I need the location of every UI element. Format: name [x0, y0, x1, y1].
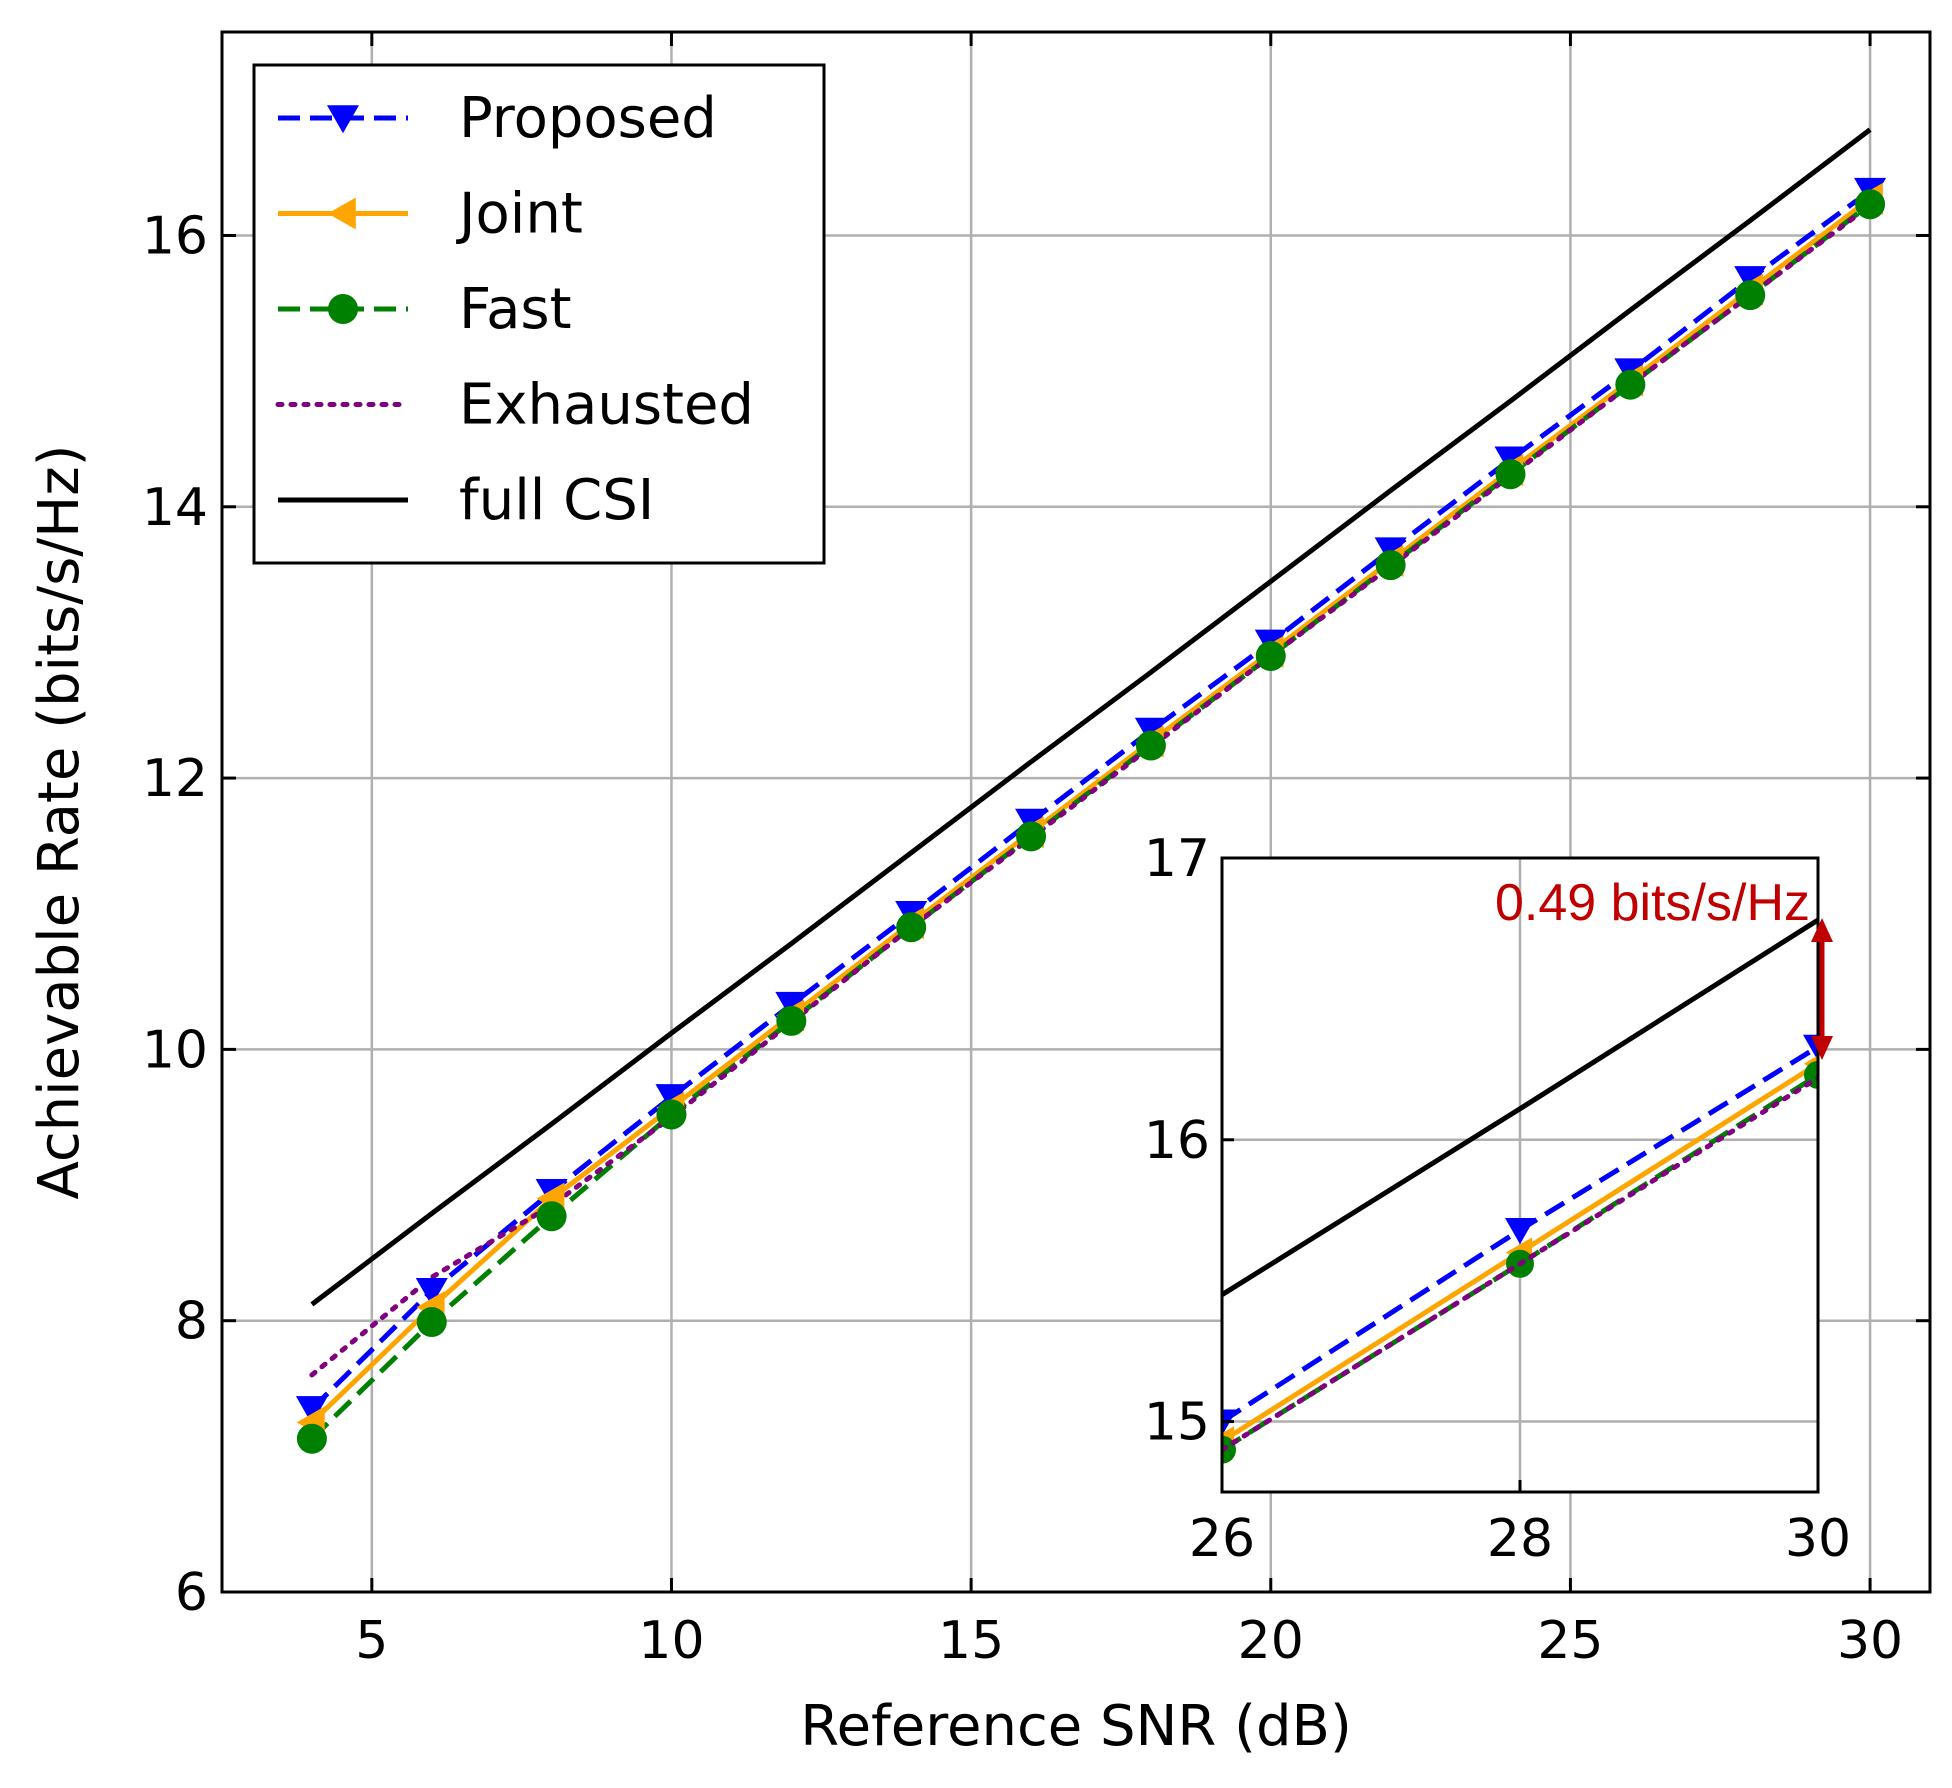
main-series-lines	[309, 127, 1873, 1441]
data-point-proposed	[415, 1278, 448, 1307]
legend-marker-proposed	[327, 105, 359, 134]
gap-arrow-head-up	[1811, 917, 1833, 942]
gap-arrow-head-down	[1811, 1036, 1833, 1061]
inset-y-tick-label: 17	[1144, 829, 1210, 889]
inset-x-tick-label: 26	[1189, 1509, 1255, 1569]
data-point-proposed	[1734, 266, 1767, 295]
inset-y-tick-label: 15	[1144, 1393, 1210, 1453]
x-tick-label: 15	[938, 1611, 1004, 1671]
inset-y-tick-label: 16	[1144, 1111, 1210, 1171]
data-point-fast	[1735, 280, 1766, 311]
data-point-fast	[536, 1201, 567, 1232]
main-grid	[222, 32, 1930, 1594]
plot-frame	[220, 30, 1932, 1594]
series-line-joint	[310, 196, 1872, 1425]
data-point-proposed	[655, 1084, 688, 1113]
legend-item-full-csi: full CSI	[278, 468, 654, 533]
series-line-exhausted	[309, 203, 1873, 1378]
x-tick-label: 20	[1238, 1611, 1304, 1671]
legend-marker-joint	[327, 197, 356, 230]
data-point-fast	[896, 912, 927, 943]
main-series-markers	[295, 177, 1887, 1454]
x-tick-label: 25	[1537, 1611, 1603, 1671]
data-point-fast	[1375, 550, 1406, 581]
data-point-fast	[1016, 821, 1047, 852]
legend-item-joint: Joint	[278, 182, 583, 247]
y-tick-label: 16	[142, 206, 208, 266]
series-line-full-csi	[310, 127, 1872, 1307]
legend-label-fast: Fast	[459, 277, 572, 342]
legend-label-proposed: Proposed	[459, 86, 717, 151]
inset-chart: 26 28 30 15 16 17 0.49 bits/s/Hz	[1144, 829, 1851, 1569]
y-axis-title: Achievable Rate (bits/s/Hz)	[27, 445, 92, 1200]
legend-label-exhausted: Exhausted	[459, 373, 754, 438]
inset-line-full-csi	[1222, 917, 1818, 1297]
data-point-proposed	[775, 991, 808, 1020]
inset-x-tick-label: 30	[1785, 1509, 1851, 1569]
x-tick-label: 30	[1837, 1611, 1903, 1671]
y-tick-label: 10	[142, 1020, 208, 1080]
legend-item-fast: Fast	[278, 277, 572, 342]
data-point-fast	[776, 1005, 807, 1036]
y-tick-label: 12	[142, 749, 208, 809]
legend-marker-fast	[328, 294, 358, 324]
x-tick-label: 10	[638, 1611, 704, 1671]
gap-annotation-label: 0.49 bits/s/Hz	[1495, 874, 1810, 932]
series-line-proposed	[310, 188, 1872, 1411]
inset-point-proposed	[1505, 1217, 1535, 1245]
y-tick-label: 14	[142, 478, 208, 538]
data-point-proposed	[295, 1396, 328, 1425]
data-point-fast	[1855, 189, 1886, 220]
legend-label-full-csi: full CSI	[459, 468, 654, 533]
data-point-fast	[1615, 369, 1646, 400]
main-axes: 5 10 15 20 25 30 6 8 10 12 14 16	[142, 30, 1932, 1671]
data-point-fast	[1495, 459, 1526, 490]
data-point-fast	[1135, 730, 1166, 761]
x-axis-title: Reference SNR (dB)	[800, 1694, 1352, 1759]
inset-x-tick-label: 28	[1487, 1509, 1553, 1569]
legend-item-proposed: Proposed	[278, 86, 717, 151]
data-point-fast	[656, 1099, 687, 1130]
x-tick-label: 5	[355, 1611, 388, 1671]
data-point-fast	[296, 1423, 327, 1454]
data-point-fast	[416, 1307, 447, 1338]
legend: Proposed Joint Fast Exhausted full CSI	[252, 63, 826, 565]
legend-label-joint: Joint	[456, 182, 583, 247]
legend-item-exhausted: Exhausted	[275, 373, 754, 438]
inset-line-exhausted	[1222, 1075, 1818, 1453]
y-tick-label: 8	[175, 1292, 208, 1352]
y-tick-label: 6	[175, 1563, 208, 1623]
data-point-fast	[1255, 641, 1286, 671]
inset-series	[1222, 917, 1818, 1464]
